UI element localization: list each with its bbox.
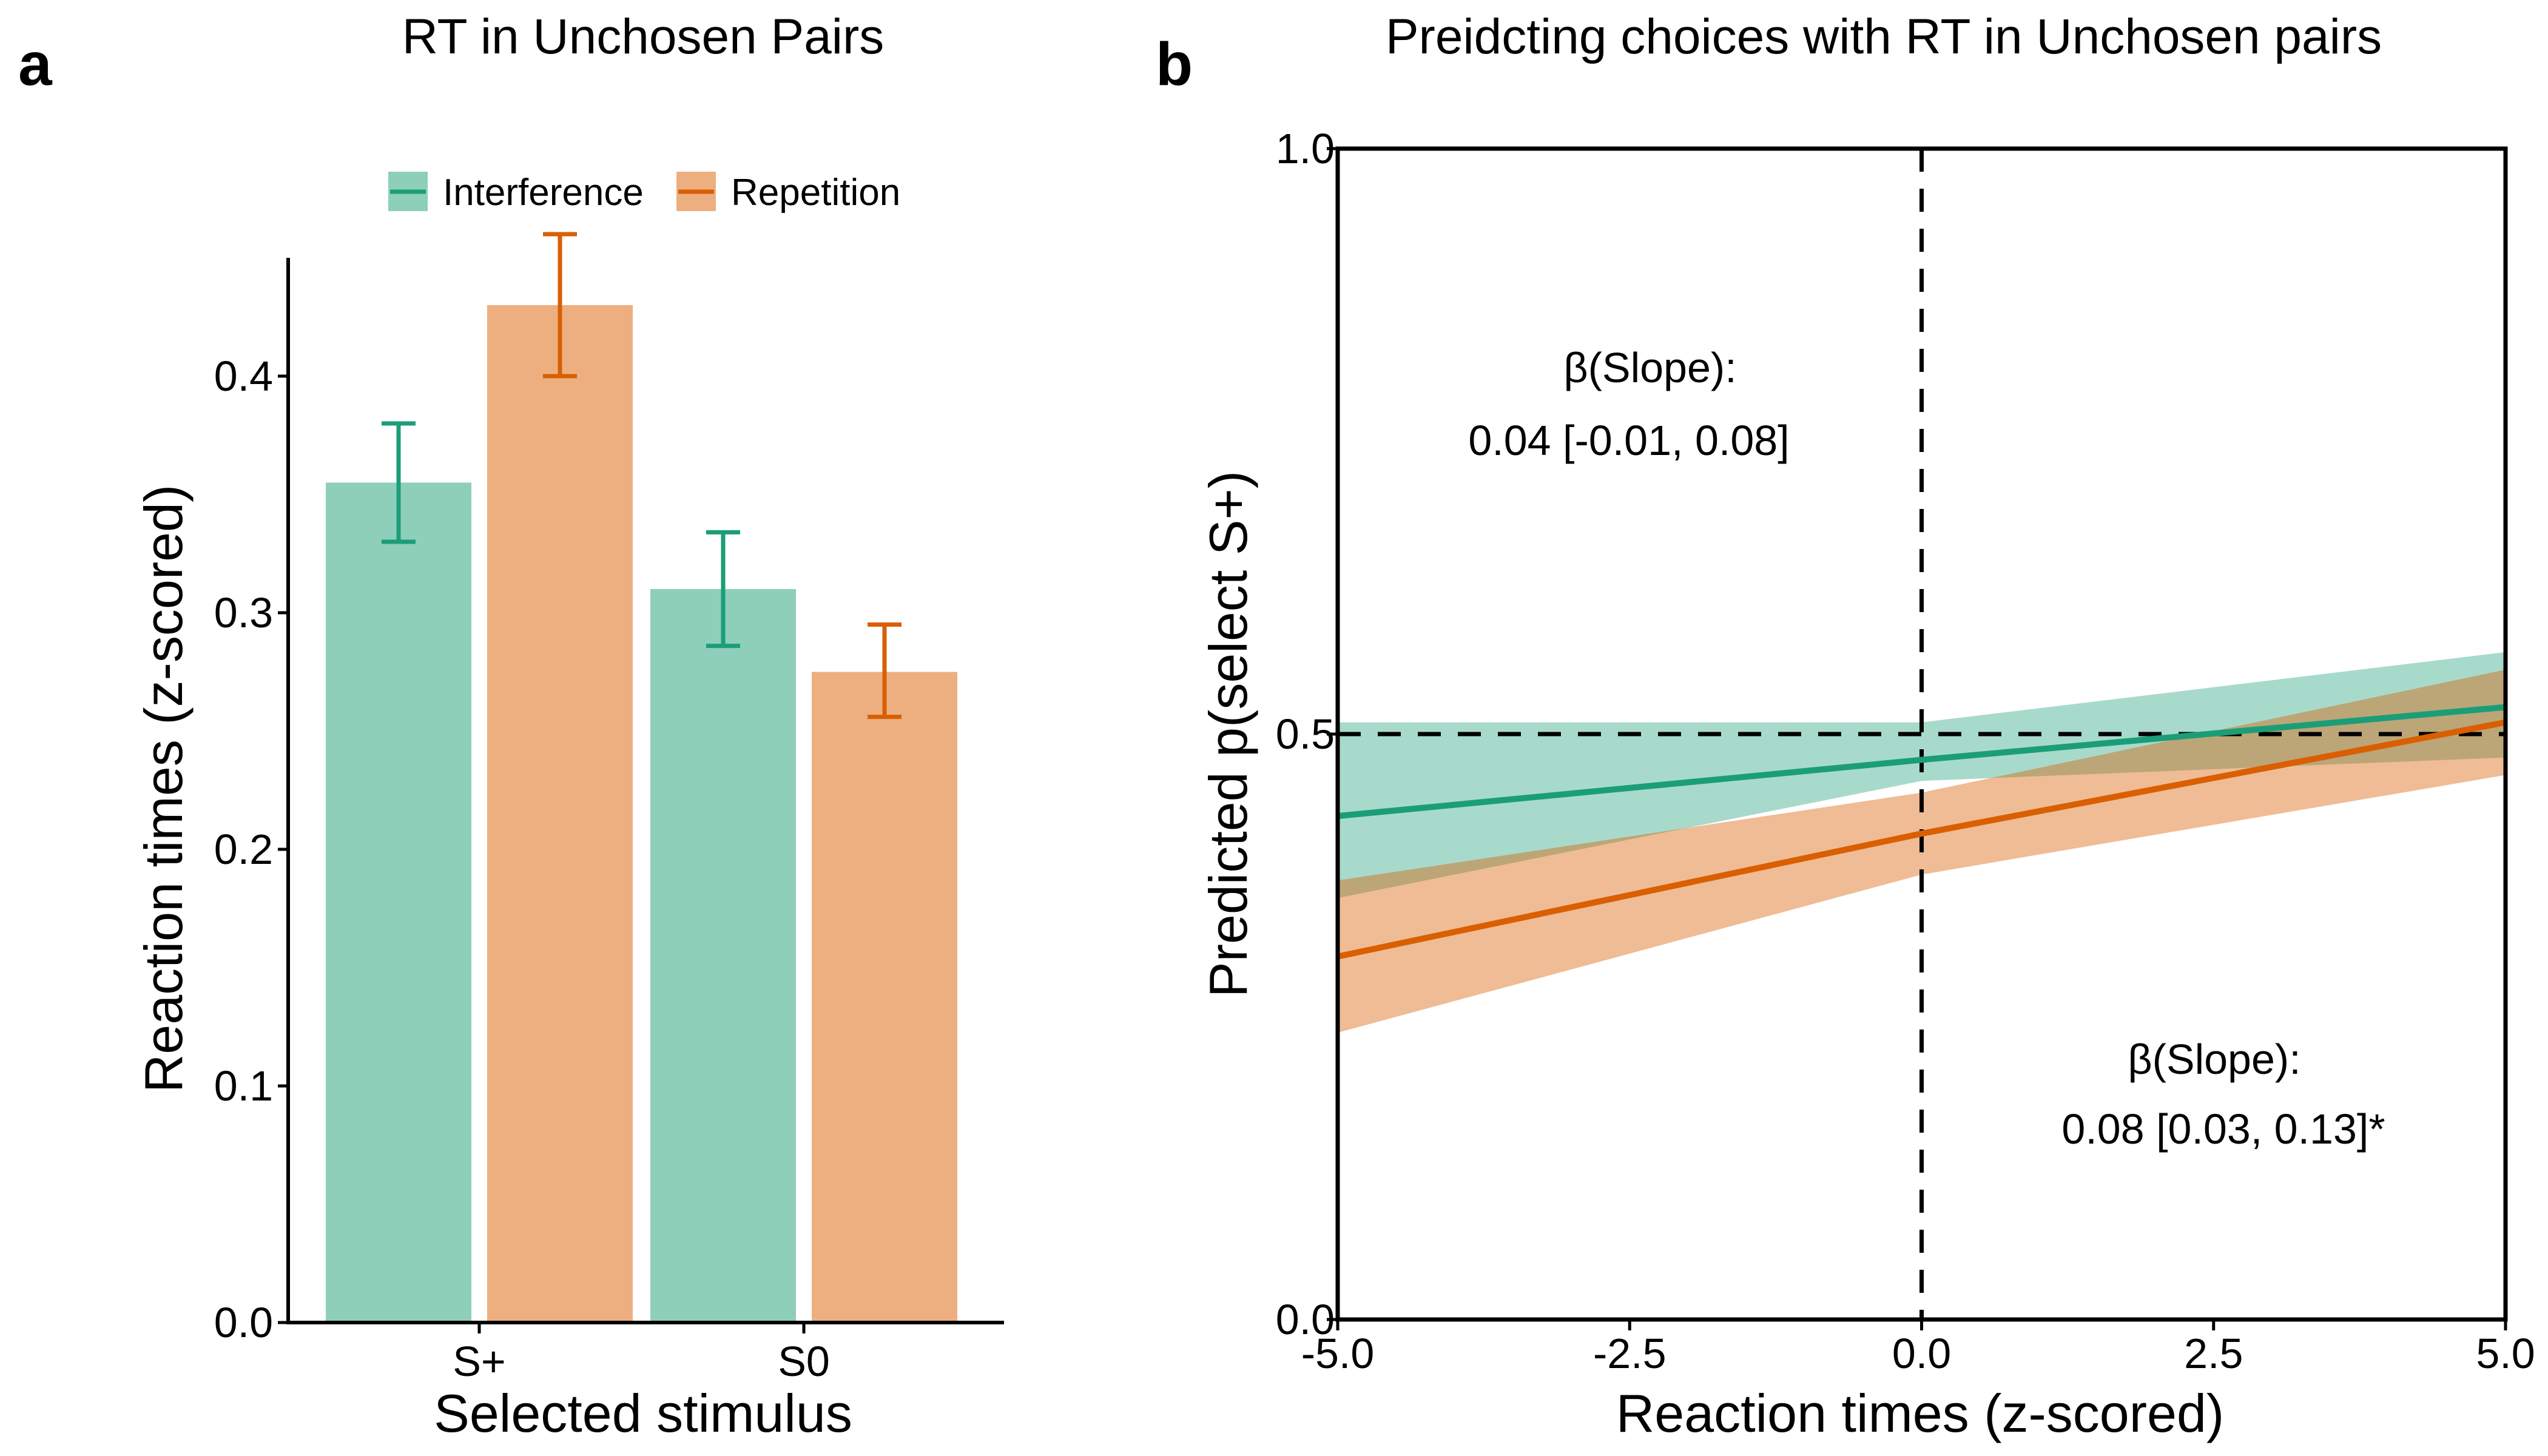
error-bar-interference-splus: [382, 421, 416, 544]
panel-a: a RT in Unchosen Pairs Interference Repe…: [18, 9, 1004, 1443]
error-bar-repetition-splus: [543, 232, 577, 379]
bar-repetition-s0: [812, 672, 957, 1323]
chart-title-a: RT in Unchosen Pairs: [402, 9, 885, 64]
fit-line-repetition: [1336, 719, 2506, 960]
y-ticks-a: 0.0 0.1 0.2 0.3 0.4: [214, 352, 288, 1346]
panel-letter-b: b: [1156, 30, 1193, 98]
y-tick-label-b: 0.5: [1276, 710, 1335, 758]
legend-label-repetition: Repetition: [731, 172, 900, 214]
x-tick-label-b: 2.5: [2184, 1330, 2243, 1377]
y-tick-label-b: 1.0: [1276, 125, 1335, 172]
x-tick-label-b: -2.5: [1593, 1330, 1667, 1377]
y-tick-label-a: 0.3: [214, 589, 273, 636]
y-tick-label-a: 0.0: [214, 1299, 273, 1346]
y-axis-title-b: Predicted p(select S+): [1198, 471, 1258, 997]
confidence-band-interference: [1338, 652, 2506, 898]
x-tick-label-b: 0.0: [1892, 1330, 1951, 1377]
annotation-interference-title: β(Slope):: [1563, 344, 1736, 391]
panel-letter-a: a: [18, 30, 53, 98]
bar-repetition-splus: [487, 305, 633, 1323]
bar-interference-splus: [326, 482, 471, 1323]
y-axis-title-a: Reaction times (z-scored): [133, 485, 194, 1093]
annotation-repetition-value: 0.08 [0.03, 0.13]*: [2061, 1105, 2385, 1153]
y-tick-label-a: 0.1: [214, 1062, 273, 1110]
bar-interference-s0: [650, 589, 796, 1323]
annotation-interference-value: 0.04 [-0.01, 0.08]: [1468, 417, 1789, 464]
y-tick-label-a: 0.4: [214, 352, 273, 400]
x-tick-label-b: -5.0: [1301, 1330, 1375, 1377]
fit-lines: [1336, 704, 2506, 960]
y-tick-label-a: 0.2: [214, 826, 273, 873]
legend-label-interference: Interference: [443, 172, 644, 214]
x-tick-label-b: 5.0: [2476, 1330, 2535, 1377]
annotation-repetition-title: β(Slope):: [2128, 1036, 2300, 1083]
y-tick-label-b: 0.0: [1276, 1296, 1335, 1343]
x-tick-label-a: S0: [778, 1338, 830, 1385]
x-ticks-b: -5.0 -2.5 0.0 2.5 5.0: [1301, 1320, 2535, 1377]
bars: [326, 232, 957, 1323]
x-axis-title-a: Selected stimulus: [434, 1383, 852, 1443]
fit-line-interference: [1337, 704, 2506, 820]
x-ticks-a: S+ S0: [453, 1323, 830, 1385]
chart-title-b: Preidcting choices with RT in Unchosen p…: [1386, 9, 2382, 64]
x-axis-title-b: Reaction times (z-scored): [1616, 1383, 2225, 1443]
reference-lines: [1338, 149, 2506, 1320]
error-bar-repetition-s0: [868, 622, 902, 720]
y-ticks-b: 0.0 0.5 1.0: [1276, 125, 1338, 1343]
error-bar-interference-s0: [706, 530, 740, 649]
x-tick-label-a: S+: [453, 1338, 506, 1385]
panel-b: b Preidcting choices with RT in Unchosen…: [1156, 9, 2535, 1443]
legend: Interference Repetition: [388, 172, 900, 214]
